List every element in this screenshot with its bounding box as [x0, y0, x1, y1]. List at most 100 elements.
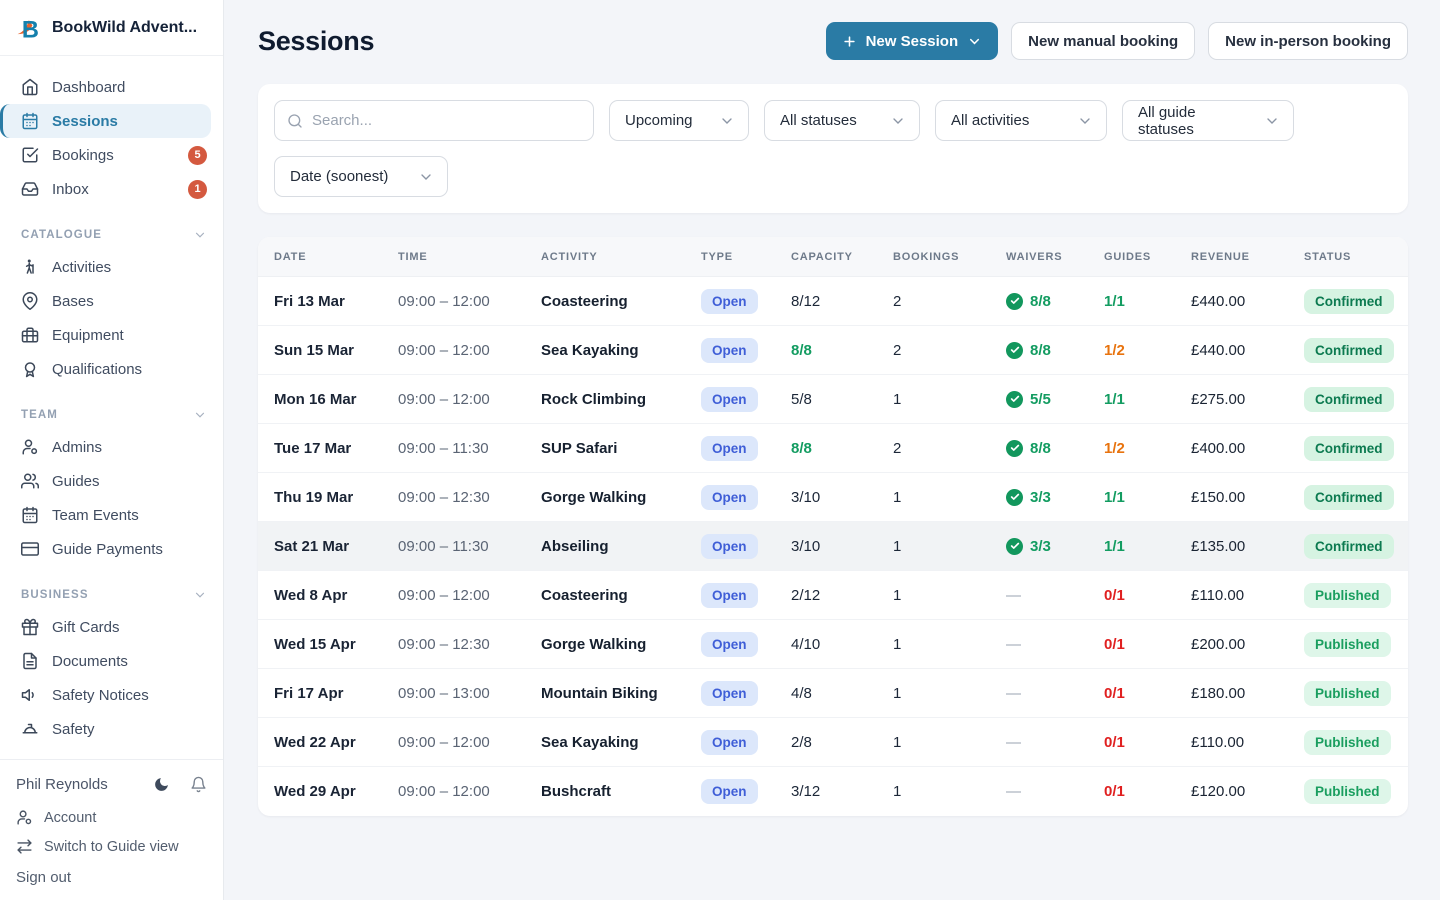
waiver-count: 8/8	[1030, 439, 1051, 457]
sidebar-item-gift-cards[interactable]: Gift Cards	[0, 610, 223, 644]
session-revenue: £440.00	[1191, 341, 1246, 359]
session-time: 09:00 – 11:30	[398, 439, 489, 457]
account-user-icon	[16, 809, 33, 826]
session-activity: Gorge Walking	[541, 635, 647, 653]
table-row[interactable]: Wed 29 Apr 09:00 – 12:00 Bushcraft Open …	[258, 767, 1408, 816]
table-row[interactable]: Tue 17 Mar 09:00 – 11:30 SUP Safari Open…	[258, 424, 1408, 473]
session-status: Confirmed	[1304, 484, 1394, 510]
table-row[interactable]: Mon 16 Mar 09:00 – 12:00 Rock Climbing O…	[258, 375, 1408, 424]
session-time: 09:00 – 12:00	[398, 733, 490, 751]
session-time: 09:00 – 12:00	[398, 292, 490, 310]
table-row[interactable]: Thu 19 Mar 09:00 – 12:30 Gorge Walking O…	[258, 473, 1408, 522]
sidebar-item-label: Guides	[52, 472, 100, 490]
session-activity: Bushcraft	[541, 783, 612, 800]
upcoming-filter-select[interactable]: Upcoming	[609, 100, 749, 141]
new-in-person-booking-button[interactable]: New in-person booking	[1208, 22, 1408, 60]
waiver-count: 8/8	[1030, 341, 1051, 359]
sidebar-item-activities[interactable]: Activities	[0, 250, 223, 284]
sign-out-link[interactable]: Sign out	[16, 869, 72, 886]
brand-logo-icon: B	[14, 14, 42, 42]
session-status: Confirmed	[1304, 435, 1394, 461]
activity-filter-select[interactable]: All activities	[935, 100, 1107, 141]
sidebar-item-dashboard[interactable]: Dashboard	[0, 70, 223, 104]
status-badge: Confirmed	[1304, 484, 1394, 510]
check-square-icon	[21, 146, 39, 164]
megaphone-icon	[21, 686, 39, 704]
sidebar-item-qualifications[interactable]: Qualifications	[0, 352, 223, 386]
session-time: 09:00 – 12:30	[398, 488, 490, 506]
chevron-down-icon	[418, 169, 434, 185]
sidebar-item-bookings[interactable]: Bookings 5	[0, 138, 223, 172]
new-session-button[interactable]: New Session	[825, 22, 999, 60]
waiver-check-icon	[1006, 390, 1023, 408]
table-row[interactable]: Wed 8 Apr 09:00 – 12:00 Coasteering Open…	[258, 571, 1408, 620]
sidebar-item-admins[interactable]: Admins	[0, 430, 223, 464]
sidebar-item-inbox[interactable]: Inbox 1	[0, 172, 223, 206]
session-type: Open	[701, 288, 791, 314]
sidebar-item-bases[interactable]: Bases	[0, 284, 223, 318]
session-capacity: 4/8	[791, 684, 812, 702]
type-badge: Open	[701, 779, 758, 804]
sidebar-item-safety[interactable]: Safety	[0, 712, 223, 746]
switch-to-guide-view-link[interactable]: Switch to Guide view	[16, 832, 207, 861]
session-activity: Coasteering	[541, 292, 628, 310]
session-activity: Sea Kayaking	[541, 733, 639, 751]
session-time: 09:00 – 12:00	[398, 586, 490, 604]
table-row[interactable]: Fri 13 Mar 09:00 – 12:00 Coasteering Ope…	[258, 277, 1408, 326]
sidebar-item-label: Inbox	[52, 180, 89, 198]
session-revenue: £150.00	[1191, 488, 1246, 506]
sort-select[interactable]: Date (soonest)	[274, 156, 448, 197]
session-revenue: £200.00	[1191, 635, 1246, 653]
session-activity: Coasteering	[541, 586, 628, 604]
waiver-check-icon	[1006, 439, 1023, 457]
session-waivers: —	[1006, 635, 1021, 653]
chevron-down-icon	[719, 113, 735, 129]
status-filter-select[interactable]: All statuses	[764, 100, 920, 141]
status-badge: Confirmed	[1304, 288, 1394, 314]
session-revenue: £275.00	[1191, 390, 1246, 408]
session-type: Open	[701, 779, 791, 804]
section-catalogue[interactable]: CATALOGUE	[0, 206, 223, 250]
sidebar-item-sessions[interactable]: Sessions	[0, 104, 211, 138]
session-waivers: —	[1006, 586, 1021, 604]
session-status: Confirmed	[1304, 337, 1394, 363]
session-date: Mon 16 Mar	[274, 390, 357, 408]
status-badge: Published	[1304, 729, 1391, 755]
session-type: Open	[701, 533, 791, 559]
table-header-row: Date Time Activity Type Capacity Booking…	[258, 237, 1408, 277]
new-manual-booking-button[interactable]: New manual booking	[1011, 22, 1196, 60]
table-row[interactable]: Wed 22 Apr 09:00 – 12:00 Sea Kayaking Op…	[258, 718, 1408, 767]
sidebar-item-safety-notices[interactable]: Safety Notices	[0, 678, 223, 712]
guide-status-filter-select[interactable]: All guide statuses	[1122, 100, 1294, 141]
session-date: Sun 15 Mar	[274, 341, 355, 359]
inbox-count-badge: 1	[188, 179, 207, 199]
dark-mode-moon-icon[interactable]	[153, 776, 170, 793]
search-input[interactable]	[312, 112, 581, 129]
sidebar-item-guide-payments[interactable]: Guide Payments	[0, 532, 223, 566]
status-badge: Published	[1304, 680, 1391, 706]
session-revenue: £180.00	[1191, 684, 1246, 702]
notifications-bell-icon[interactable]	[190, 776, 207, 793]
session-guides: 1/1	[1104, 292, 1125, 310]
main-nav: Dashboard Sessions Bookings 5 Inbox 1 CA…	[0, 56, 223, 746]
session-guides: 1/2	[1104, 439, 1125, 457]
table-row[interactable]: Wed 15 Apr 09:00 – 12:30 Gorge Walking O…	[258, 620, 1408, 669]
award-badge-icon	[21, 360, 39, 378]
account-link[interactable]: Account	[16, 803, 207, 832]
session-capacity: 3/10	[791, 488, 821, 506]
sidebar-item-documents[interactable]: Documents	[0, 644, 223, 678]
session-type: Open	[701, 729, 791, 755]
section-team[interactable]: TEAM	[0, 386, 223, 430]
table-row[interactable]: Sat 21 Mar 09:00 – 11:30 Abseiling Open …	[258, 522, 1408, 571]
sidebar-item-team-events[interactable]: Team Events	[0, 498, 223, 532]
table-row[interactable]: Fri 17 Apr 09:00 – 13:00 Mountain Biking…	[258, 669, 1408, 718]
status-badge: Confirmed	[1304, 386, 1394, 412]
sidebar-item-equipment[interactable]: Equipment	[0, 318, 223, 352]
section-business[interactable]: BUSINESS	[0, 566, 223, 610]
table-row[interactable]: Sun 15 Mar 09:00 – 12:00 Sea Kayaking Op…	[258, 326, 1408, 375]
sidebar-item-guides[interactable]: Guides	[0, 464, 223, 498]
brand[interactable]: B BookWild Advent...	[0, 0, 223, 56]
type-badge: Open	[701, 631, 758, 657]
session-bookings: 1	[893, 488, 902, 506]
column-header-activity: Activity	[541, 250, 598, 263]
